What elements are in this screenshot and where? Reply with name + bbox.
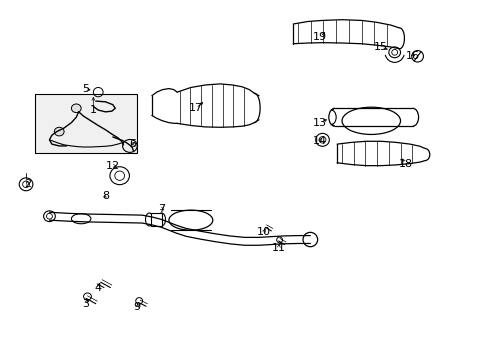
Bar bbox=[35, 94, 137, 153]
Text: 19: 19 bbox=[312, 32, 326, 41]
Ellipse shape bbox=[158, 213, 165, 226]
Ellipse shape bbox=[388, 47, 400, 58]
Text: 15: 15 bbox=[373, 42, 387, 52]
Ellipse shape bbox=[54, 127, 64, 136]
Text: 17: 17 bbox=[188, 103, 203, 113]
Text: 3: 3 bbox=[82, 299, 89, 309]
Text: 9: 9 bbox=[133, 302, 141, 312]
Text: 12: 12 bbox=[105, 161, 120, 171]
Text: 10: 10 bbox=[257, 227, 270, 237]
Text: 16: 16 bbox=[405, 51, 419, 61]
Ellipse shape bbox=[341, 107, 400, 134]
Text: 6: 6 bbox=[128, 139, 136, 149]
Text: 5: 5 bbox=[82, 84, 89, 94]
Ellipse shape bbox=[315, 134, 329, 146]
Ellipse shape bbox=[19, 178, 33, 191]
Text: 8: 8 bbox=[102, 191, 109, 201]
Ellipse shape bbox=[43, 211, 55, 222]
Text: 11: 11 bbox=[271, 243, 285, 253]
Text: 18: 18 bbox=[398, 159, 412, 169]
Text: 2: 2 bbox=[24, 179, 31, 189]
Ellipse shape bbox=[145, 213, 153, 226]
Ellipse shape bbox=[71, 214, 91, 224]
Ellipse shape bbox=[71, 104, 81, 113]
Text: 4: 4 bbox=[95, 283, 102, 293]
Bar bbox=[151, 213, 161, 226]
Text: 1: 1 bbox=[90, 105, 97, 115]
Ellipse shape bbox=[168, 210, 212, 230]
Text: 7: 7 bbox=[158, 204, 165, 214]
Text: 14: 14 bbox=[312, 136, 326, 145]
Ellipse shape bbox=[110, 167, 129, 185]
Text: 13: 13 bbox=[312, 118, 326, 128]
